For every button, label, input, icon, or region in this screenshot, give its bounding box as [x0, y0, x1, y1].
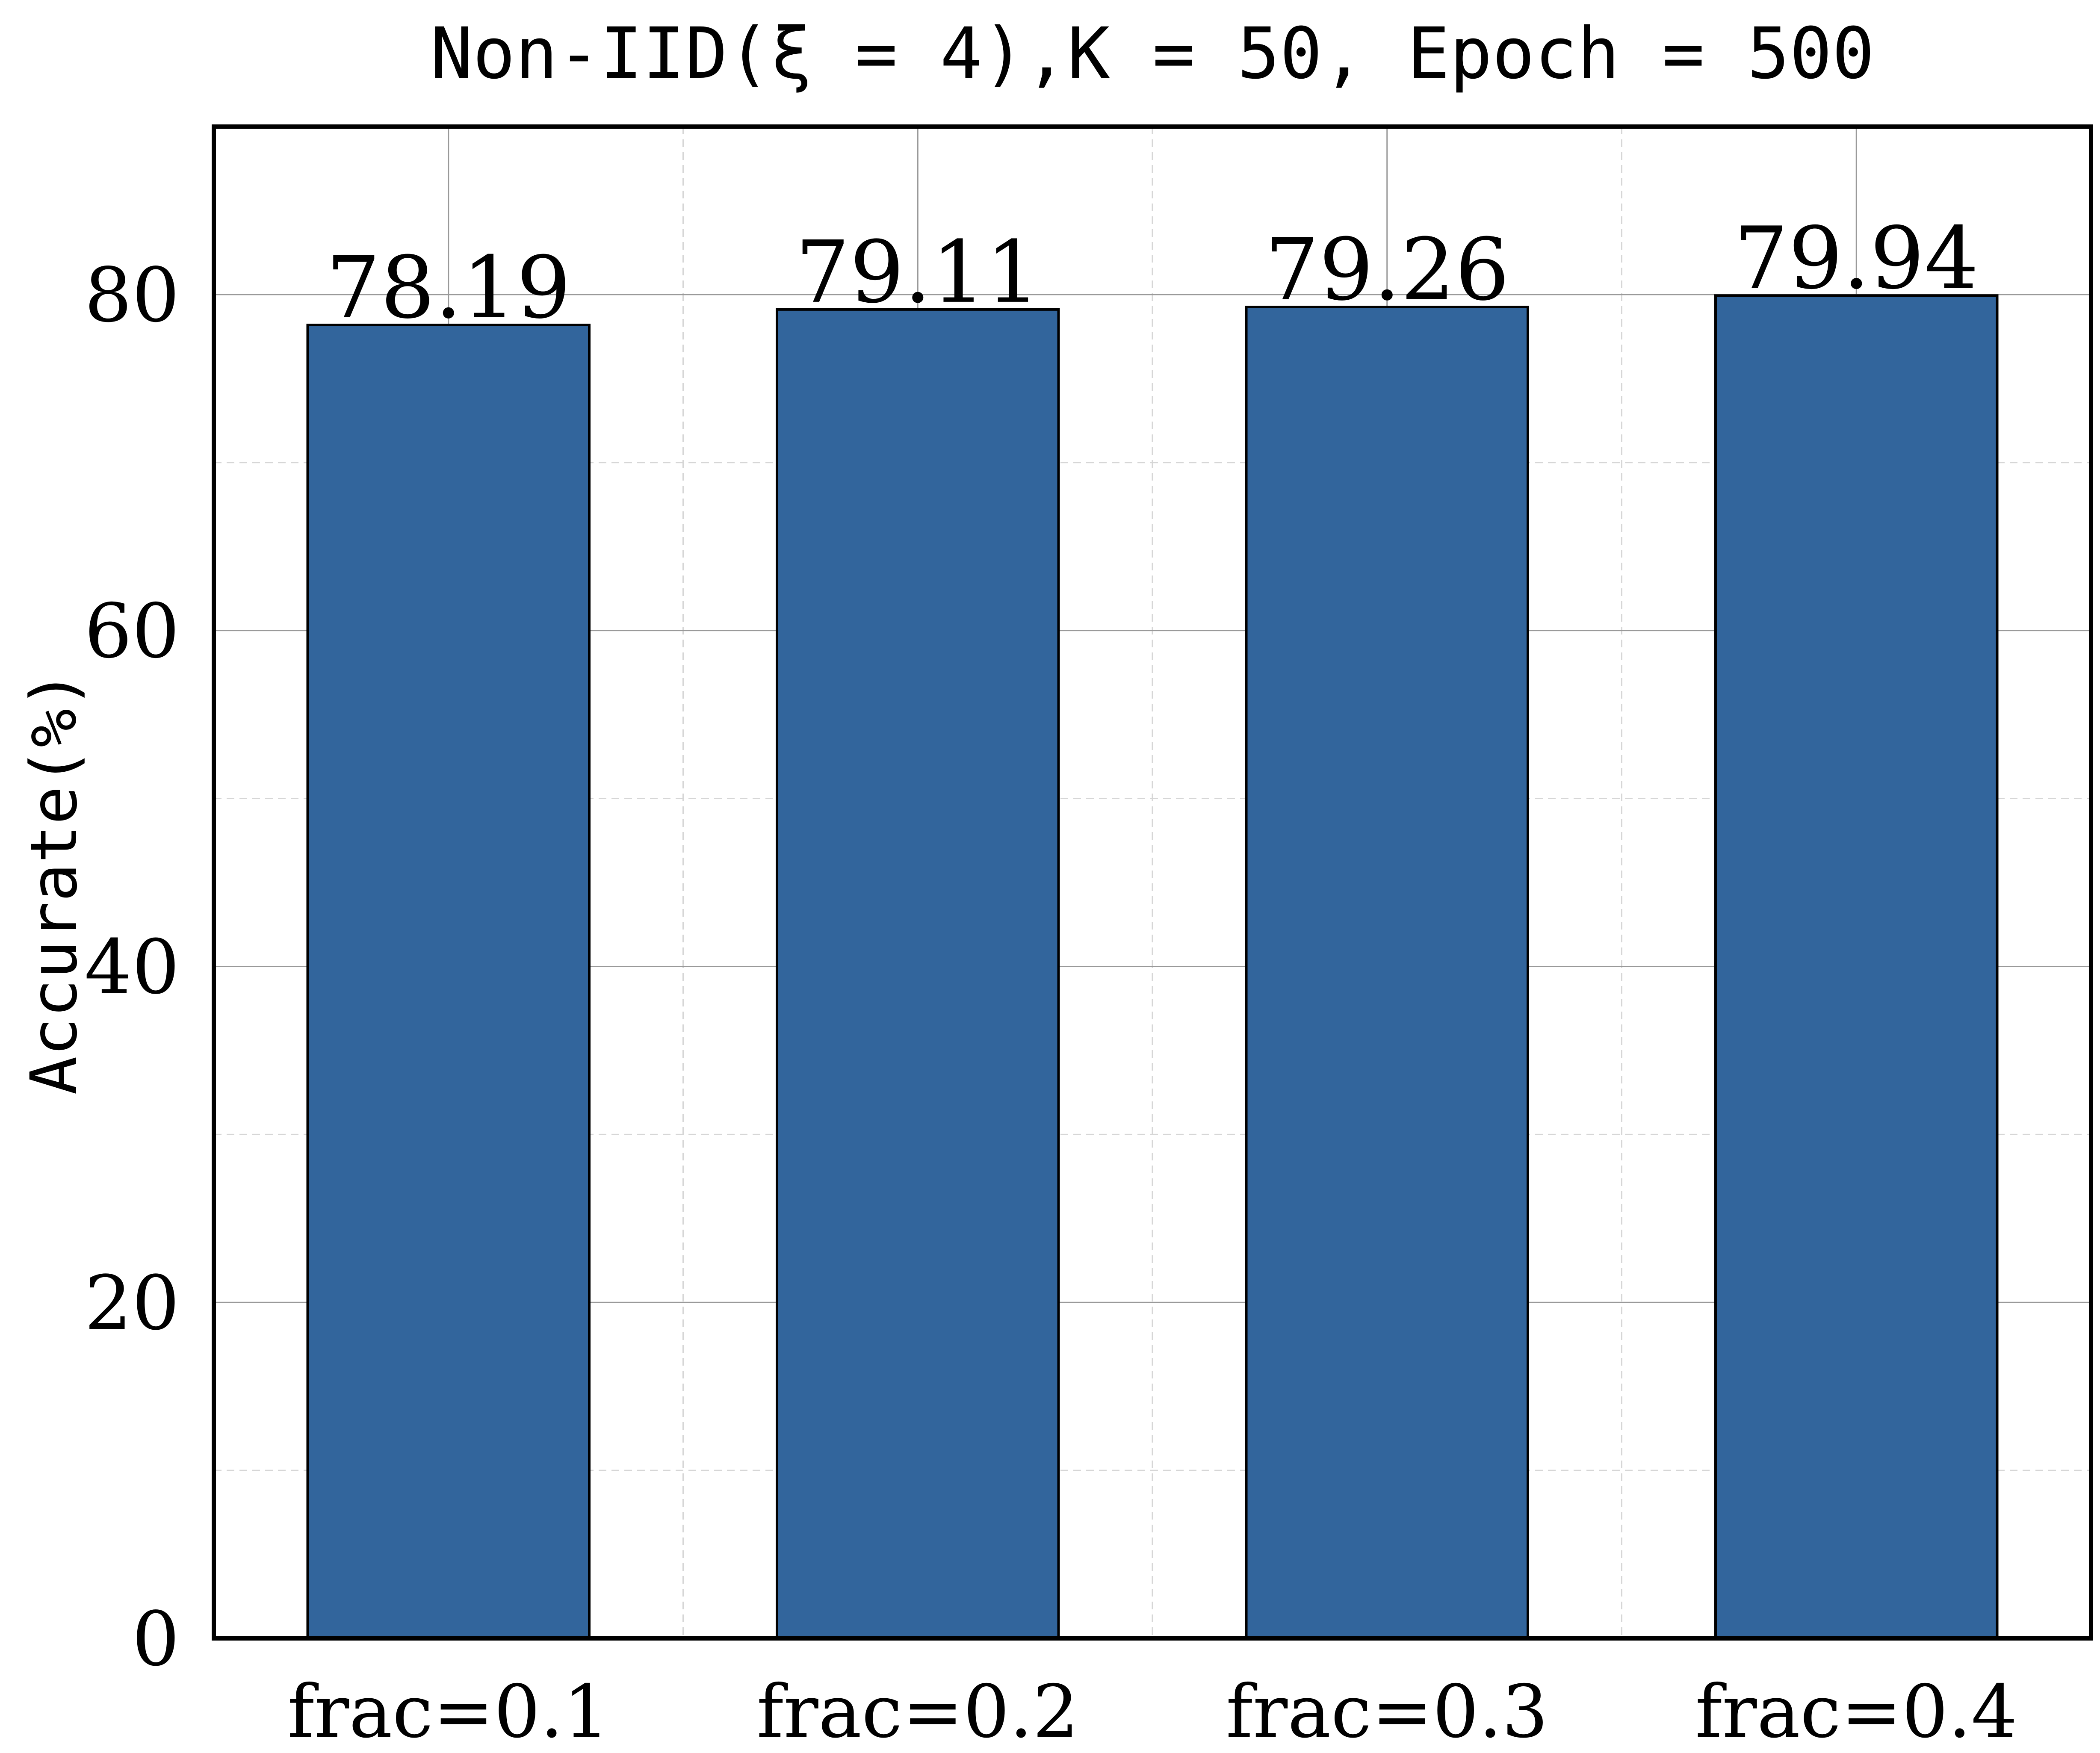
bar: [1245, 305, 1529, 1640]
y-tick-label: 0: [132, 1596, 180, 1683]
y-axis-label: Accurate(%): [17, 670, 92, 1095]
chart-title: Non-IID(ξ = 4),K = 50, Epoch = 500: [430, 12, 1875, 94]
bar: [776, 308, 1060, 1640]
x-tick-label: frac=0.1: [287, 1670, 610, 1753]
value-label: 79.11: [795, 223, 1040, 322]
bars: [306, 294, 1999, 1640]
x-tick-label: frac=0.2: [756, 1670, 1079, 1753]
bar: [306, 324, 591, 1640]
y-tick-label: 60: [84, 588, 180, 675]
value-labels: 78.19 79.11 79.26 79.94: [326, 209, 1979, 338]
y-tick-label: 80: [84, 252, 180, 339]
bar: [1714, 294, 1999, 1640]
y-ticks: 0 20 40 60 80: [84, 252, 180, 1683]
x-tick-label: frac=0.3: [1226, 1670, 1548, 1753]
y-tick-label: 20: [84, 1260, 180, 1347]
x-tick-label: frac=0.4: [1695, 1670, 2017, 1753]
y-tick-label: 40: [84, 924, 180, 1011]
plot-frame: [212, 124, 2093, 1641]
value-label: 78.19: [326, 238, 571, 338]
value-label: 79.26: [1264, 220, 1509, 320]
x-ticks: frac=0.1 frac=0.2 frac=0.3 frac=0.4: [287, 1670, 2017, 1753]
value-label: 79.94: [1734, 209, 1979, 308]
